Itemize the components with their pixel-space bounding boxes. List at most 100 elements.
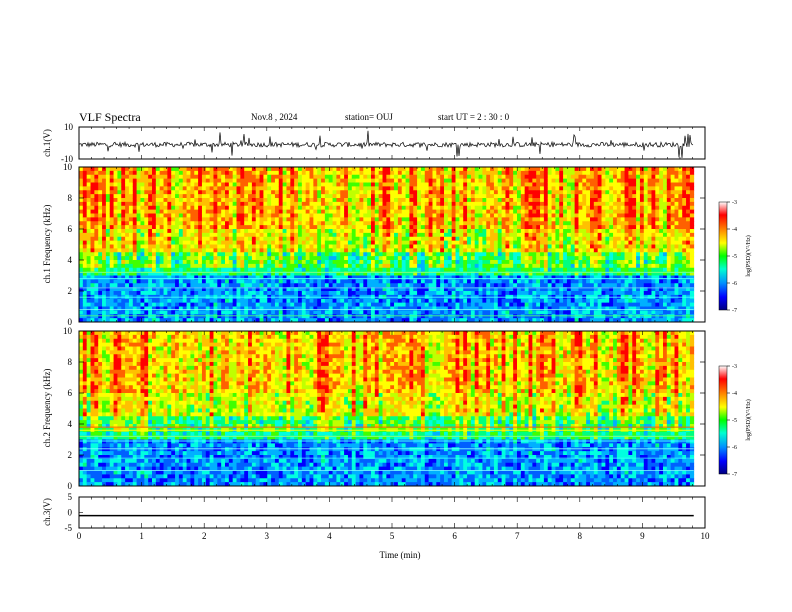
spectrogram-cell (125, 213, 130, 218)
spectrogram-cell (105, 298, 111, 304)
spectrogram-cell (198, 213, 203, 218)
spectrogram-cell (309, 209, 314, 214)
spectrogram-cell (167, 252, 172, 257)
spectrogram-cell (144, 248, 149, 253)
spectrogram-cell (455, 275, 460, 280)
spectrogram-cell (217, 217, 222, 222)
spectrogram-cell (382, 260, 387, 265)
spectrogram-cell (159, 252, 164, 257)
spectrogram-cell (244, 209, 249, 214)
spectrogram-cell (378, 240, 383, 245)
spectrogram-cell (328, 190, 333, 195)
spectrogram-cell (194, 287, 199, 292)
spectrogram-cell (490, 252, 495, 257)
spectrogram-cell (336, 178, 341, 183)
spectrogram-cell (140, 221, 145, 226)
spectrogram-cell (294, 318, 299, 323)
spectrogram-cell (251, 186, 257, 191)
spectrogram-cell (171, 232, 176, 238)
spectrogram-cell (313, 182, 318, 187)
spectrogram-cell (440, 236, 445, 242)
spectrogram-cell (524, 198, 529, 203)
spectrogram-cell (424, 283, 430, 288)
spectrogram-cell (367, 271, 372, 276)
spectrogram-cell (298, 271, 303, 276)
spectrogram-cell (447, 287, 453, 292)
spectrogram-cell (463, 194, 468, 199)
spectrogram-cell (163, 279, 168, 284)
spectrogram-cell (409, 252, 414, 257)
spectrogram-cell (367, 252, 372, 257)
spectrogram-cell (467, 263, 472, 269)
spectrogram-cell (486, 298, 491, 304)
spectrogram-cell (282, 221, 287, 226)
spectrogram-cell (486, 240, 491, 245)
spectrogram-cell (470, 221, 476, 226)
spectrogram-cell (198, 275, 203, 280)
spectrogram-cell (159, 291, 164, 296)
spectrogram-cell (490, 283, 495, 288)
spectrogram-cell (298, 198, 303, 203)
spectrogram-cell (386, 306, 391, 311)
spectrogram-cell (232, 232, 237, 238)
spectrogram-cell (82, 279, 88, 284)
spectrogram-cell (455, 186, 460, 191)
spectrogram-cell (94, 298, 99, 304)
spectrogram-cell (520, 302, 526, 307)
spectrogram-cell (213, 232, 218, 238)
spectrogram-cell (221, 267, 226, 273)
spectrogram-cell (255, 229, 260, 234)
spectrogram-cell (474, 302, 479, 307)
spectrogram-cell (536, 201, 541, 207)
spectrogram-cell (259, 213, 264, 218)
spectrogram-cell (232, 221, 237, 226)
spectrogram-cell (144, 178, 149, 183)
spectrogram-cell (324, 302, 330, 307)
spectrogram-cell (309, 205, 314, 211)
spectrogram-cell (240, 205, 245, 211)
spectrogram-cell (501, 209, 506, 214)
spectrogram-cell (528, 318, 533, 323)
spectrogram-cell (390, 225, 395, 230)
spectrogram-cell (436, 244, 441, 249)
spectrogram-cell (409, 174, 414, 180)
spectrogram-cell (332, 198, 337, 203)
spectrogram-cell (482, 170, 487, 176)
spectrogram-cell (163, 267, 168, 273)
spectrogram-cell (417, 186, 422, 191)
spectrogram-cell (390, 244, 395, 249)
spectrogram-cell (294, 314, 299, 319)
spectrogram-cell (536, 275, 541, 280)
spectrogram-cell (132, 302, 138, 307)
spectrogram-cell (378, 209, 383, 214)
spectrogram-cell (90, 267, 95, 273)
spectrogram-cell (190, 182, 195, 187)
spectrogram-cell (536, 306, 541, 311)
spectrogram-cell (359, 287, 364, 292)
spectrogram-cell (79, 213, 84, 218)
spectrogram-cell (190, 229, 195, 234)
spectrogram-cell (140, 201, 145, 207)
spectrogram-cell (298, 283, 303, 288)
spectrogram-cell (205, 287, 211, 292)
spectrogram-cell (344, 256, 349, 261)
spectrogram-cell (417, 178, 422, 183)
spectrogram-cell (298, 232, 303, 238)
spectrogram-cell (528, 244, 533, 249)
spectrogram-cell (248, 182, 253, 187)
spectrogram-cell (305, 298, 310, 304)
spectrogram-cell (79, 287, 84, 292)
spectrogram-cell (140, 291, 145, 296)
spectrogram-cell (474, 217, 479, 222)
spectrogram-cell (125, 178, 130, 183)
spectrogram-cell (444, 213, 449, 218)
spectrogram-cell (451, 209, 456, 214)
spectrogram-cell (255, 232, 260, 238)
spectrogram-cell (436, 170, 441, 176)
spectrogram-cell (263, 256, 268, 261)
spectrogram-cell (217, 244, 222, 249)
spectrogram-cell (463, 275, 468, 280)
spectrogram-cell (397, 275, 403, 280)
spectrogram-cell (175, 221, 180, 226)
spectrogram-cell (148, 198, 153, 203)
